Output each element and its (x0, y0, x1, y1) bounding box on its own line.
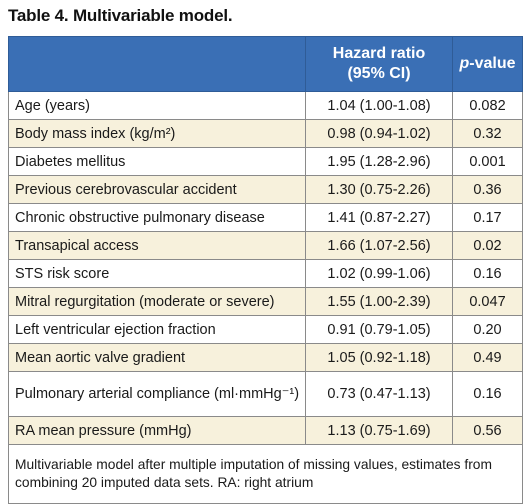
row-label: Body mass index (kg/m²) (8, 119, 306, 148)
row-p-value: 0.001 (452, 147, 523, 176)
table-row: STS risk score 1.02 (0.99-1.06) 0.16 (8, 259, 523, 288)
row-p-value: 0.49 (452, 343, 523, 372)
row-p-value: 0.082 (452, 91, 523, 120)
row-hazard-ratio: 0.91 (0.79-1.05) (305, 315, 453, 344)
header-p-rest: -value (469, 55, 516, 72)
row-p-value: 0.56 (452, 416, 523, 445)
row-hazard-ratio: 1.41 (0.87-2.27) (305, 203, 453, 232)
row-p-value: 0.16 (452, 371, 523, 417)
header-variable (8, 36, 306, 92)
row-p-value: 0.32 (452, 119, 523, 148)
row-label: Mitral regurgitation (moderate or severe… (8, 287, 306, 316)
table-row: Pulmonary arterial compliance (ml·mmHg⁻¹… (8, 371, 523, 417)
table-row: Mitral regurgitation (moderate or severe… (8, 287, 523, 316)
row-label: Pulmonary arterial compliance (ml·mmHg⁻¹… (8, 371, 306, 417)
row-hazard-ratio: 1.30 (0.75-2.26) (305, 175, 453, 204)
table-row: Left ventricular ejection fraction 0.91 (… (8, 315, 523, 344)
row-hazard-ratio: 1.04 (1.00-1.08) (305, 91, 453, 120)
row-label: Mean aortic valve gradient (8, 343, 306, 372)
footnote-row: Multivariable model after multiple imput… (8, 444, 523, 504)
row-label: STS risk score (8, 259, 306, 288)
table-row: Previous cerebrovascular accident 1.30 (0… (8, 175, 523, 204)
table-row: RA mean pressure (mmHg) 1.13 (0.75-1.69) 0… (8, 416, 523, 445)
table-row: Diabetes mellitus 1.95 (1.28-2.96) 0.001 (8, 147, 523, 176)
row-label: Diabetes mellitus (8, 147, 306, 176)
table-row: Chronic obstructive pulmonary disease 1.4… (8, 203, 523, 232)
row-label: Age (years) (8, 91, 306, 120)
row-hazard-ratio: 1.02 (0.99-1.06) (305, 259, 453, 288)
row-hazard-ratio: 1.55 (1.00-2.39) (305, 287, 453, 316)
table-row: Age (years) 1.04 (1.00-1.08) 0.082 (8, 91, 523, 120)
row-label: RA mean pressure (mmHg) (8, 416, 306, 445)
table-body: Age (years) 1.04 (1.00-1.08) 0.082 Body mas… (8, 91, 523, 445)
row-label: Transapical access (8, 231, 306, 260)
row-p-value: 0.047 (452, 287, 523, 316)
table-footnote: Multivariable model after multiple imput… (8, 444, 523, 504)
row-hazard-ratio: 1.95 (1.28-2.96) (305, 147, 453, 176)
row-label: Previous cerebrovascular accident (8, 175, 306, 204)
row-label: Chronic obstructive pulmonary disease (8, 203, 306, 232)
row-p-value: 0.20 (452, 315, 523, 344)
row-p-value: 0.02 (452, 231, 523, 260)
row-hazard-ratio: 1.05 (0.92-1.18) (305, 343, 453, 372)
row-p-value: 0.17 (452, 203, 523, 232)
header-row: Hazard ratio (95% CI) p-value (8, 36, 523, 92)
row-hazard-ratio: 0.98 (0.94-1.02) (305, 119, 453, 148)
multivariable-table: Hazard ratio (95% CI) p-value Age (years… (8, 36, 523, 504)
table-row: Mean aortic valve gradient 1.05 (0.92-1.1… (8, 343, 523, 372)
row-p-value: 0.16 (452, 259, 523, 288)
table-title: Table 4. Multivariable model. (8, 6, 233, 25)
row-label: Left ventricular ejection fraction (8, 315, 306, 344)
table-row: Body mass index (kg/m²) 0.98 (0.94-1.02) 0… (8, 119, 523, 148)
row-p-value: 0.36 (452, 175, 523, 204)
row-hazard-ratio: 1.66 (1.07-2.56) (305, 231, 453, 260)
row-hazard-ratio: 0.73 (0.47-1.13) (305, 371, 453, 417)
header-hazard-ratio-line1: Hazard ratio (332, 45, 426, 62)
header-hazard-ratio: Hazard ratio (95% CI) (305, 36, 453, 92)
header-p-value: p-value (452, 36, 523, 92)
header-hazard-ratio-line2: (95% CI) (347, 65, 411, 82)
header-p-italic: p (459, 55, 470, 72)
table-row: Transapical access 1.66 (1.07-2.56) 0.02 (8, 231, 523, 260)
row-hazard-ratio: 1.13 (0.75-1.69) (305, 416, 453, 445)
